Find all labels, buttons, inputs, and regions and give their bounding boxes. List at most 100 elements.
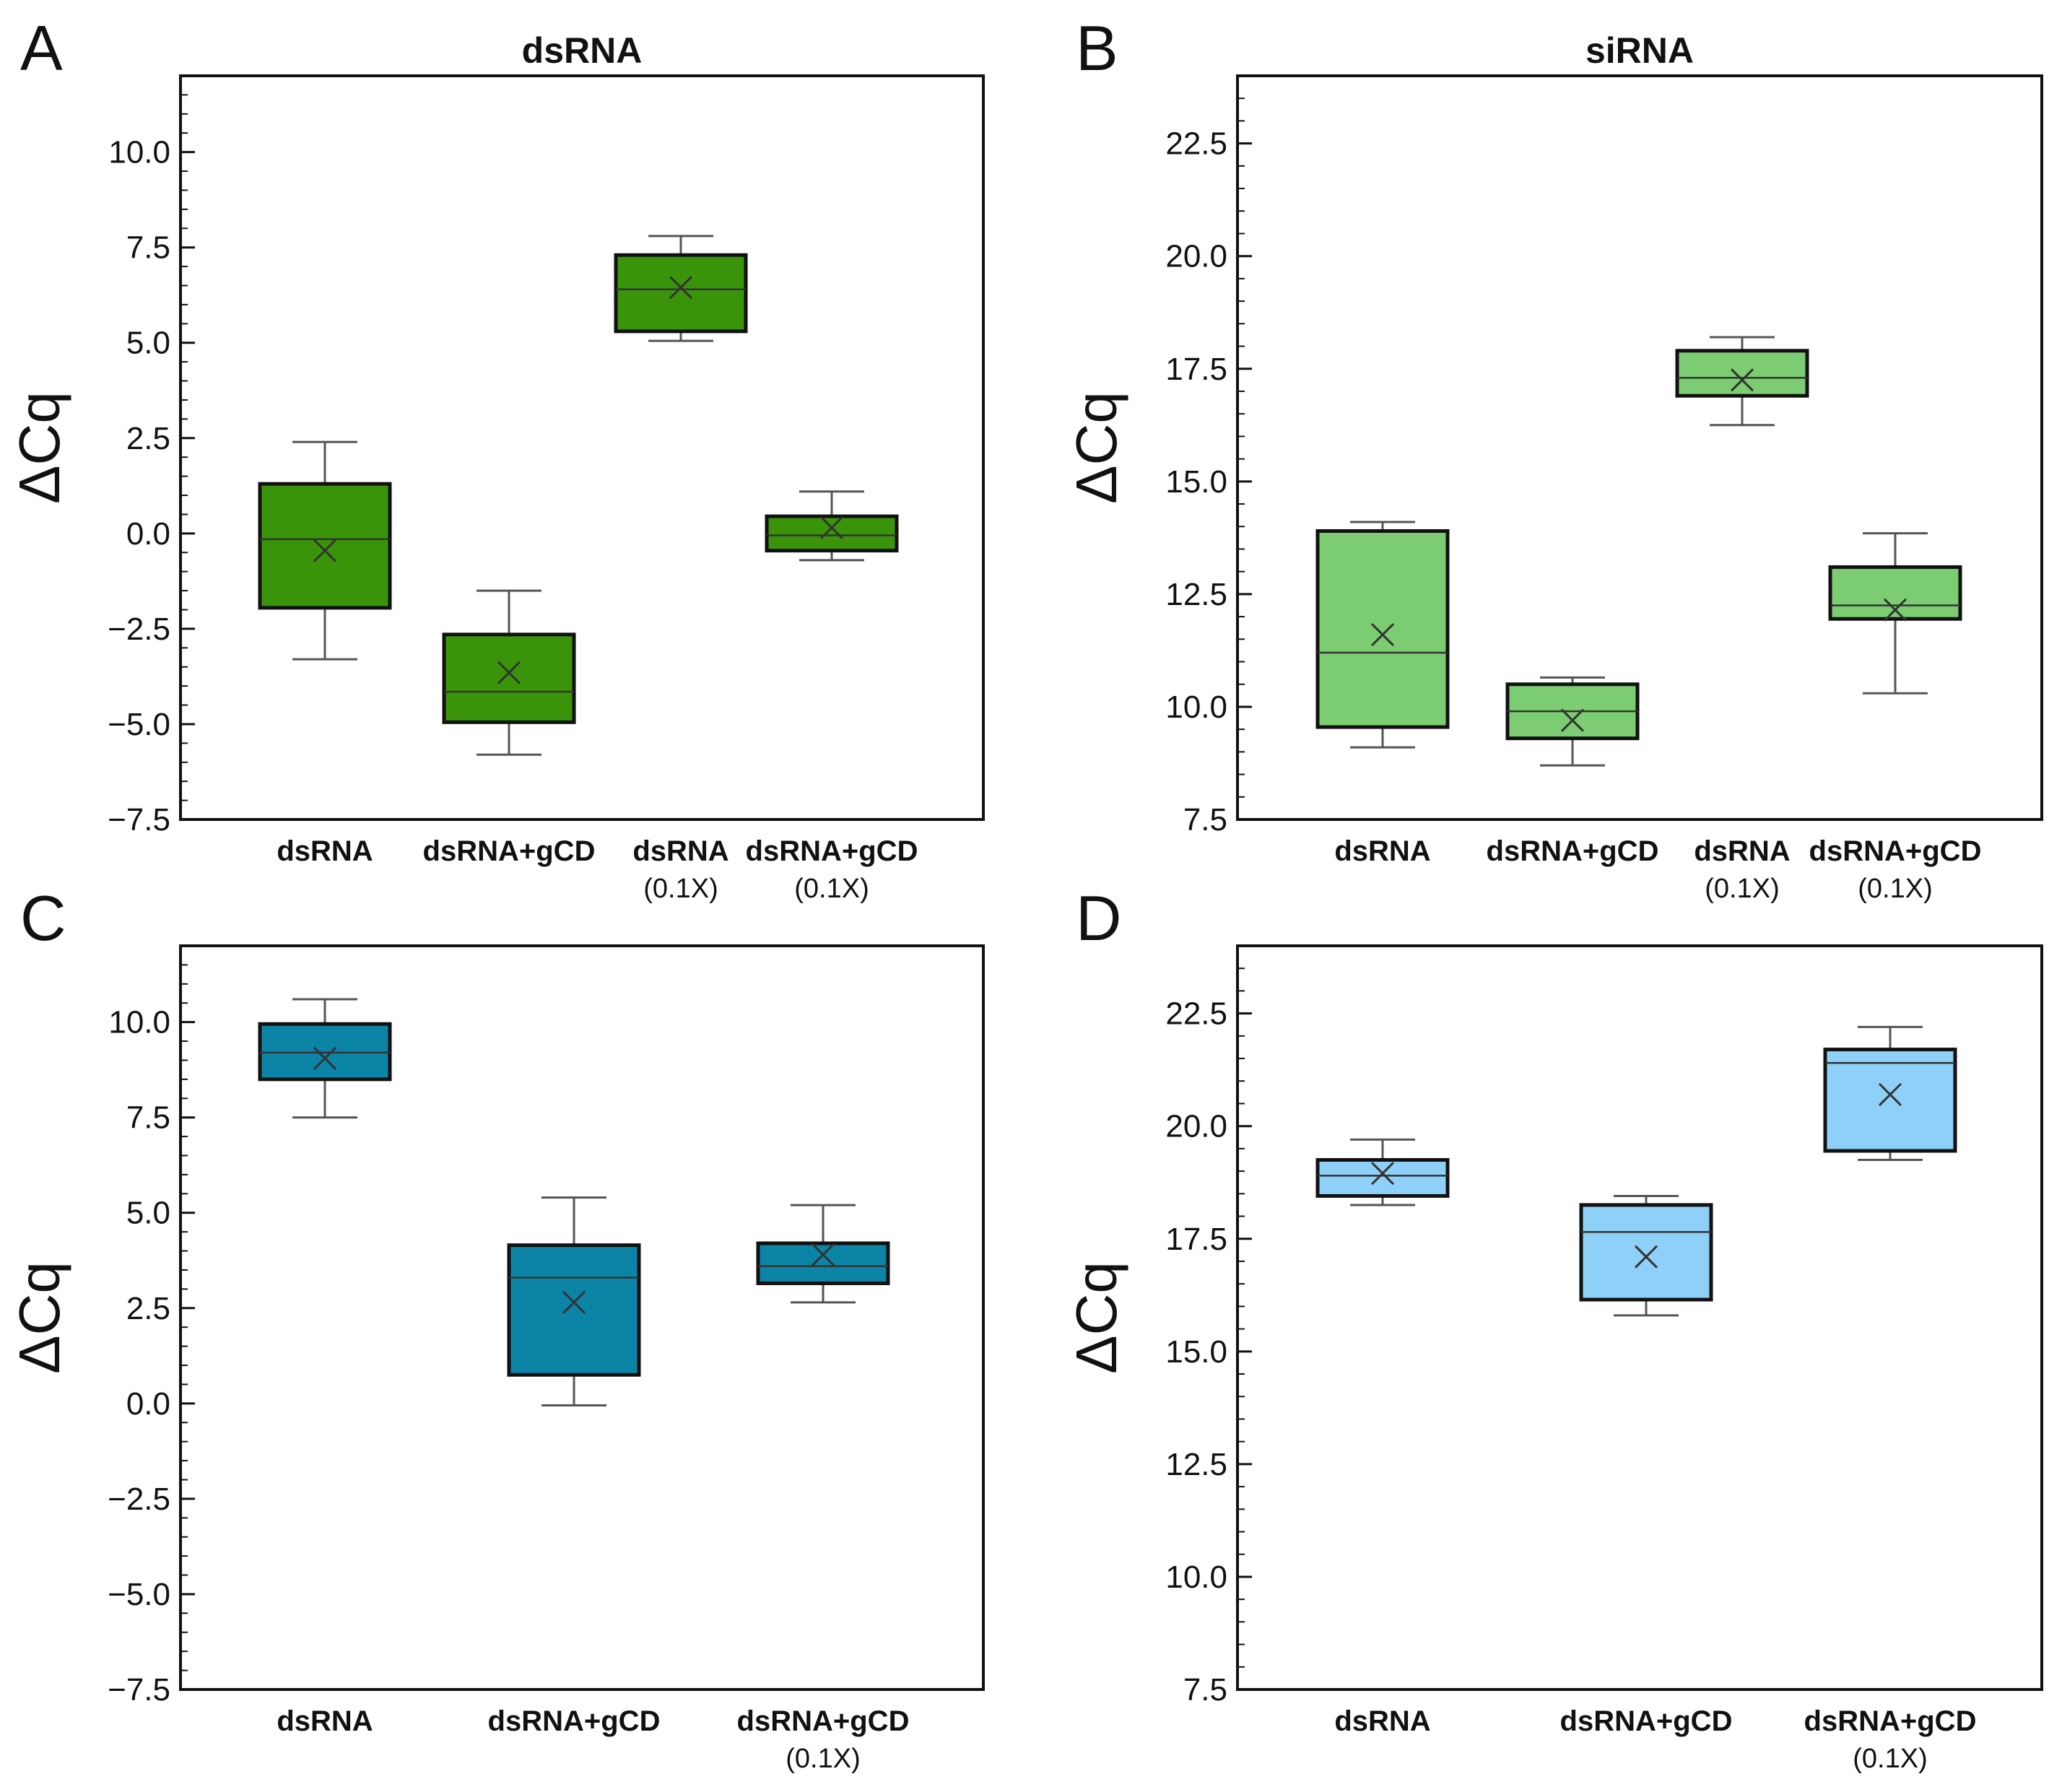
plot-frame bbox=[1236, 944, 2043, 1691]
mean-marker bbox=[313, 539, 337, 562]
iqr-box bbox=[258, 482, 392, 610]
box-3 bbox=[756, 1204, 890, 1304]
mean-marker bbox=[313, 1046, 337, 1070]
x-tick-label: dsRNA+gCD bbox=[1487, 835, 1659, 867]
x-tick-sublabel: (0.1X) bbox=[794, 874, 869, 904]
panel-D: D ΔCq 7.5 10.0 12.5 15.0 17.5 20.0 22.5 dsRNA dsRN… bbox=[1064, 882, 2043, 1774]
x-tick-sublabel: (0.1X) bbox=[786, 1744, 860, 1774]
x-tick-label: dsRNA+gCD bbox=[1560, 1705, 1733, 1737]
mean-marker bbox=[819, 516, 844, 539]
x-tick-label: dsRNA bbox=[632, 835, 728, 867]
y-tick-label: 10.0 bbox=[1165, 1560, 1227, 1595]
box-2 bbox=[1505, 676, 1640, 767]
y-axis-label: ΔCq bbox=[7, 391, 71, 504]
box-4 bbox=[765, 490, 899, 562]
y-tick-label: 22.5 bbox=[1165, 996, 1227, 1032]
plot-frame bbox=[1236, 74, 2043, 821]
y-tick-label: 2.5 bbox=[126, 421, 170, 456]
x-tick-label: dsRNA bbox=[1694, 835, 1790, 867]
mean-marker bbox=[1883, 598, 1907, 622]
box-1 bbox=[258, 998, 392, 1119]
plot-frame bbox=[179, 74, 985, 821]
y-tick-label: 7.5 bbox=[1183, 1672, 1227, 1708]
mean-marker bbox=[1370, 1162, 1395, 1186]
y-tick-label: 0.0 bbox=[126, 1386, 170, 1422]
y-axis-label: ΔCq bbox=[1064, 391, 1128, 504]
x-tick-label: dsRNA+gCD bbox=[423, 835, 596, 867]
box-1 bbox=[1315, 521, 1450, 749]
panel-letter: D bbox=[1076, 882, 1122, 954]
x-tick-sublabel: (0.1X) bbox=[1705, 874, 1779, 904]
y-tick-label: −7.5 bbox=[108, 802, 170, 838]
plot-frame bbox=[179, 944, 985, 1691]
x-tick-label: dsRNA+gCD bbox=[1804, 1705, 1977, 1737]
mean-marker bbox=[1730, 368, 1754, 392]
y-tick-label: 10.0 bbox=[108, 1005, 170, 1040]
box-3 bbox=[1823, 1025, 1957, 1162]
iqr-box bbox=[1579, 1203, 1713, 1302]
x-tick-label: dsRNA bbox=[1334, 1705, 1430, 1737]
x-tick-label: dsRNA+gCD bbox=[488, 1705, 661, 1737]
y-tick-label: 15.0 bbox=[1165, 464, 1227, 500]
iqr-box bbox=[442, 632, 576, 724]
mean-marker bbox=[811, 1243, 835, 1266]
box-1 bbox=[1315, 1138, 1450, 1206]
iqr-box bbox=[1315, 529, 1450, 729]
y-tick-label: 17.5 bbox=[1165, 352, 1227, 387]
y-tick-label: 20.0 bbox=[1165, 1109, 1227, 1144]
mean-marker bbox=[1560, 708, 1585, 732]
y-tick-label: 5.0 bbox=[126, 326, 170, 361]
y-tick-label: 5.0 bbox=[126, 1196, 170, 1231]
y-axis-label: ΔCq bbox=[1064, 1261, 1128, 1374]
x-tick-sublabel: (0.1X) bbox=[1858, 874, 1932, 904]
y-tick-label: 20.0 bbox=[1165, 239, 1227, 274]
x-tick-label: dsRNA+gCD bbox=[1809, 835, 1982, 867]
panel-letter: B bbox=[1076, 12, 1118, 84]
y-tick-label: 10.0 bbox=[1165, 690, 1227, 725]
panel-letter: A bbox=[20, 12, 63, 84]
y-tick-label: 15.0 bbox=[1165, 1334, 1227, 1370]
panel-title: dsRNA bbox=[522, 30, 643, 71]
box-2 bbox=[1579, 1194, 1713, 1317]
iqr-box bbox=[1315, 1158, 1450, 1198]
mean-marker bbox=[497, 661, 521, 684]
box-3 bbox=[1675, 336, 1809, 427]
y-tick-label: −5.0 bbox=[108, 707, 170, 742]
iqr-box bbox=[765, 514, 899, 553]
y-tick-label: 7.5 bbox=[126, 230, 170, 266]
y-tick-label: 10.0 bbox=[108, 135, 170, 170]
x-tick-sublabel: (0.1X) bbox=[643, 874, 718, 904]
x-tick-label: dsRNA bbox=[1334, 835, 1430, 867]
y-tick-label: 12.5 bbox=[1165, 577, 1227, 612]
y-tick-label: 17.5 bbox=[1165, 1222, 1227, 1257]
y-tick-label: 2.5 bbox=[126, 1291, 170, 1326]
panel-C: C ΔCq −7.5 −5.0 −2.5 0.0 2.5 5.0 7.5 10.0 dsRNA dsR… bbox=[7, 882, 985, 1774]
panel-title: siRNA bbox=[1585, 30, 1694, 71]
panel-letter: C bbox=[20, 882, 66, 954]
x-tick-label: dsRNA+gCD bbox=[737, 1705, 910, 1737]
x-tick-sublabel: (0.1X) bbox=[1853, 1744, 1927, 1774]
y-tick-label: 22.5 bbox=[1165, 126, 1227, 162]
box-1 bbox=[258, 440, 392, 661]
y-axis-label: ΔCq bbox=[7, 1261, 71, 1374]
y-tick-label: 7.5 bbox=[1183, 802, 1227, 838]
iqr-box bbox=[507, 1243, 641, 1377]
mean-marker bbox=[1370, 622, 1395, 647]
x-tick-label: dsRNA bbox=[277, 1705, 373, 1737]
box-3 bbox=[614, 235, 748, 342]
mean-marker bbox=[562, 1290, 586, 1314]
iqr-box bbox=[614, 253, 748, 334]
iqr-box bbox=[1675, 349, 1809, 398]
x-tick-label: dsRNA+gCD bbox=[746, 835, 918, 867]
iqr-box bbox=[1823, 1048, 1957, 1153]
y-tick-label: −2.5 bbox=[108, 1482, 170, 1517]
y-tick-label: −5.0 bbox=[108, 1577, 170, 1612]
iqr-box bbox=[258, 1022, 392, 1082]
x-tick-label: dsRNA bbox=[277, 835, 373, 867]
mean-marker bbox=[669, 276, 693, 300]
box-2 bbox=[507, 1196, 641, 1406]
mean-marker bbox=[1634, 1245, 1658, 1269]
